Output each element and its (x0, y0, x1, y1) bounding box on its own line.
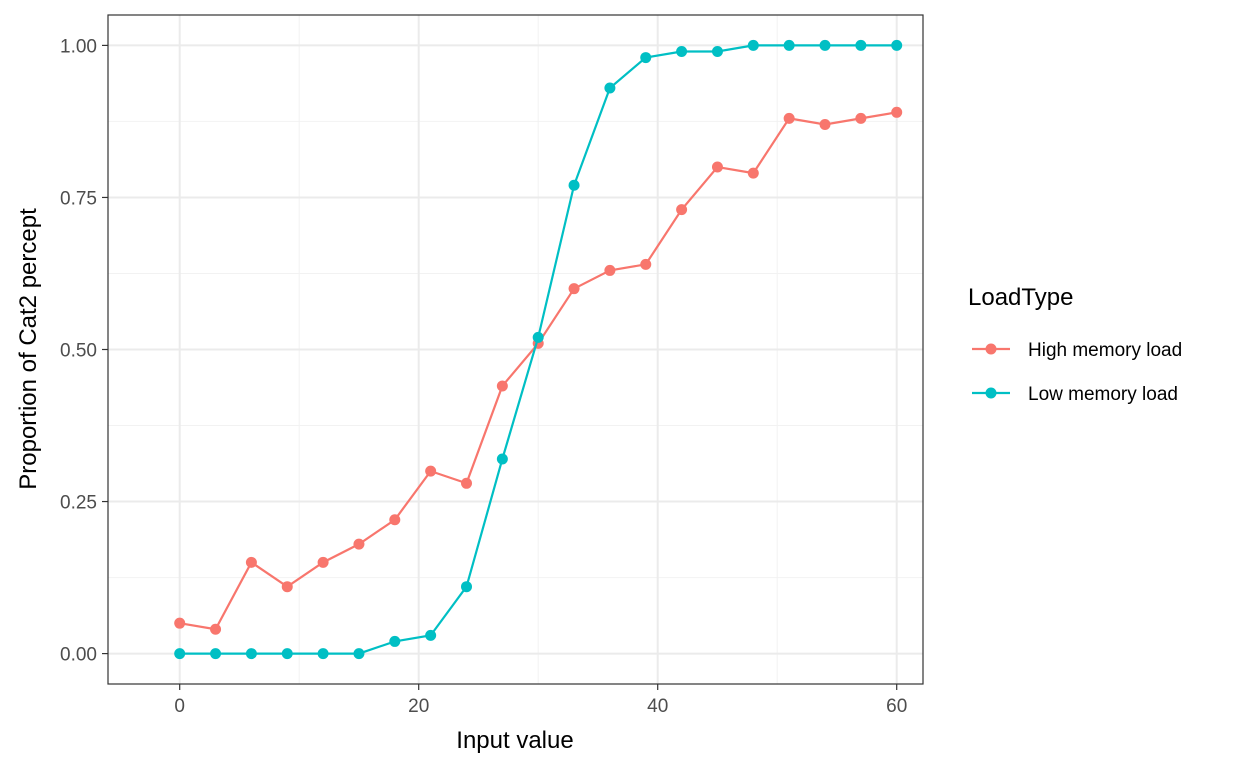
data-point-low-memory-load (855, 39, 867, 51)
data-point-high-memory-load (819, 118, 831, 130)
data-point-high-memory-load (747, 167, 759, 179)
data-point-low-memory-load (425, 629, 437, 641)
data-point-high-memory-load (210, 623, 222, 635)
data-point-high-memory-load (496, 380, 508, 392)
data-point-high-memory-load (891, 106, 903, 118)
data-point-low-memory-load (461, 581, 473, 593)
data-point-high-memory-load (245, 556, 257, 568)
y-tick-label: 0.75 (60, 188, 97, 209)
data-point-low-memory-load (281, 648, 293, 660)
data-point-high-memory-load (389, 514, 401, 526)
data-point-low-memory-load (389, 635, 401, 647)
data-point-low-memory-load (174, 648, 186, 660)
data-point-high-memory-load (317, 556, 329, 568)
axes: 0 20 40 60 0.00 0.25 0.50 0.75 1.00 (60, 36, 907, 717)
data-point-high-memory-load (855, 112, 867, 124)
data-point-low-memory-load (819, 39, 831, 51)
data-point-low-memory-load (353, 648, 365, 660)
y-tick-label: 0.25 (60, 493, 97, 514)
data-point-high-memory-load (461, 477, 473, 489)
data-point-low-memory-load (891, 39, 903, 51)
data-point-low-memory-load (640, 52, 652, 64)
data-point-high-memory-load (174, 617, 186, 629)
data-point-high-memory-load (783, 112, 795, 124)
data-point-high-memory-load (568, 283, 580, 295)
y-axis-label: Proportion of Cat2 percept (15, 208, 42, 490)
data-point-low-memory-load (711, 45, 723, 57)
x-axis-label: Input value (456, 727, 573, 754)
data-point-low-memory-load (568, 179, 580, 191)
data-point-low-memory-load (747, 39, 759, 51)
data-point-high-memory-load (640, 258, 652, 270)
data-point-high-memory-load (711, 161, 723, 173)
data-point-low-memory-load (532, 331, 544, 343)
data-point-low-memory-load (783, 39, 795, 51)
x-tick-label: 0 (174, 696, 185, 717)
legend: LoadType High memory load Low memory load (968, 284, 1182, 405)
data-point-low-memory-load (676, 45, 688, 57)
data-point-low-memory-load (245, 648, 257, 660)
legend-label: High memory load (1028, 340, 1182, 361)
data-point-high-memory-load (281, 581, 293, 593)
data-point-low-memory-load (317, 648, 329, 660)
y-tick-label: 1.00 (60, 36, 97, 57)
data-point-high-memory-load (425, 465, 437, 477)
legend-key-point (985, 387, 997, 399)
x-tick-label: 60 (886, 696, 907, 717)
data-point-high-memory-load (604, 264, 616, 276)
data-point-low-memory-load (210, 648, 222, 660)
data-point-high-memory-load (676, 204, 688, 216)
data-point-low-memory-load (604, 82, 616, 94)
legend-label: Low memory load (1028, 384, 1178, 405)
legend-key-point (985, 343, 997, 355)
y-tick-label: 0.00 (60, 645, 97, 666)
legend-title: LoadType (968, 284, 1073, 311)
x-tick-label: 40 (647, 696, 668, 717)
grid (108, 15, 923, 684)
y-tick-label: 0.50 (60, 341, 97, 362)
x-tick-label: 20 (408, 696, 429, 717)
data-point-low-memory-load (496, 453, 508, 465)
data-point-high-memory-load (353, 538, 365, 550)
series-layer (174, 39, 903, 660)
